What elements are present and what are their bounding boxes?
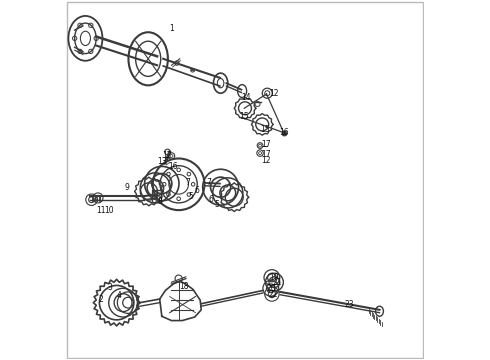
- Text: 8: 8: [157, 197, 162, 206]
- Text: 11: 11: [96, 206, 105, 215]
- Text: 1: 1: [169, 24, 174, 33]
- Text: 17: 17: [261, 150, 270, 159]
- Text: 13: 13: [157, 157, 167, 166]
- Text: 3: 3: [107, 283, 112, 292]
- Text: 10: 10: [104, 206, 114, 215]
- Text: 23: 23: [344, 300, 354, 309]
- Text: 7: 7: [206, 178, 211, 187]
- Text: 7: 7: [185, 178, 190, 187]
- Text: 14: 14: [241, 93, 250, 102]
- Text: 18: 18: [179, 282, 189, 291]
- Text: 22: 22: [269, 289, 278, 298]
- Text: 6: 6: [208, 194, 213, 203]
- Text: 15: 15: [240, 112, 249, 121]
- Text: 16: 16: [168, 162, 177, 171]
- Text: 21: 21: [272, 278, 282, 287]
- Text: 2: 2: [98, 294, 103, 303]
- Text: 9: 9: [124, 183, 129, 192]
- Text: 5: 5: [214, 200, 219, 209]
- Text: 19: 19: [270, 273, 279, 282]
- Text: 20: 20: [266, 284, 276, 293]
- Text: 5: 5: [188, 192, 193, 201]
- Text: 17: 17: [261, 140, 270, 149]
- Text: 4: 4: [117, 291, 122, 300]
- Text: 6: 6: [194, 186, 199, 195]
- Text: 12: 12: [162, 151, 171, 160]
- Text: 12: 12: [261, 156, 270, 165]
- Text: 12: 12: [270, 89, 279, 98]
- Text: 16: 16: [279, 128, 289, 137]
- Text: 15: 15: [260, 125, 270, 134]
